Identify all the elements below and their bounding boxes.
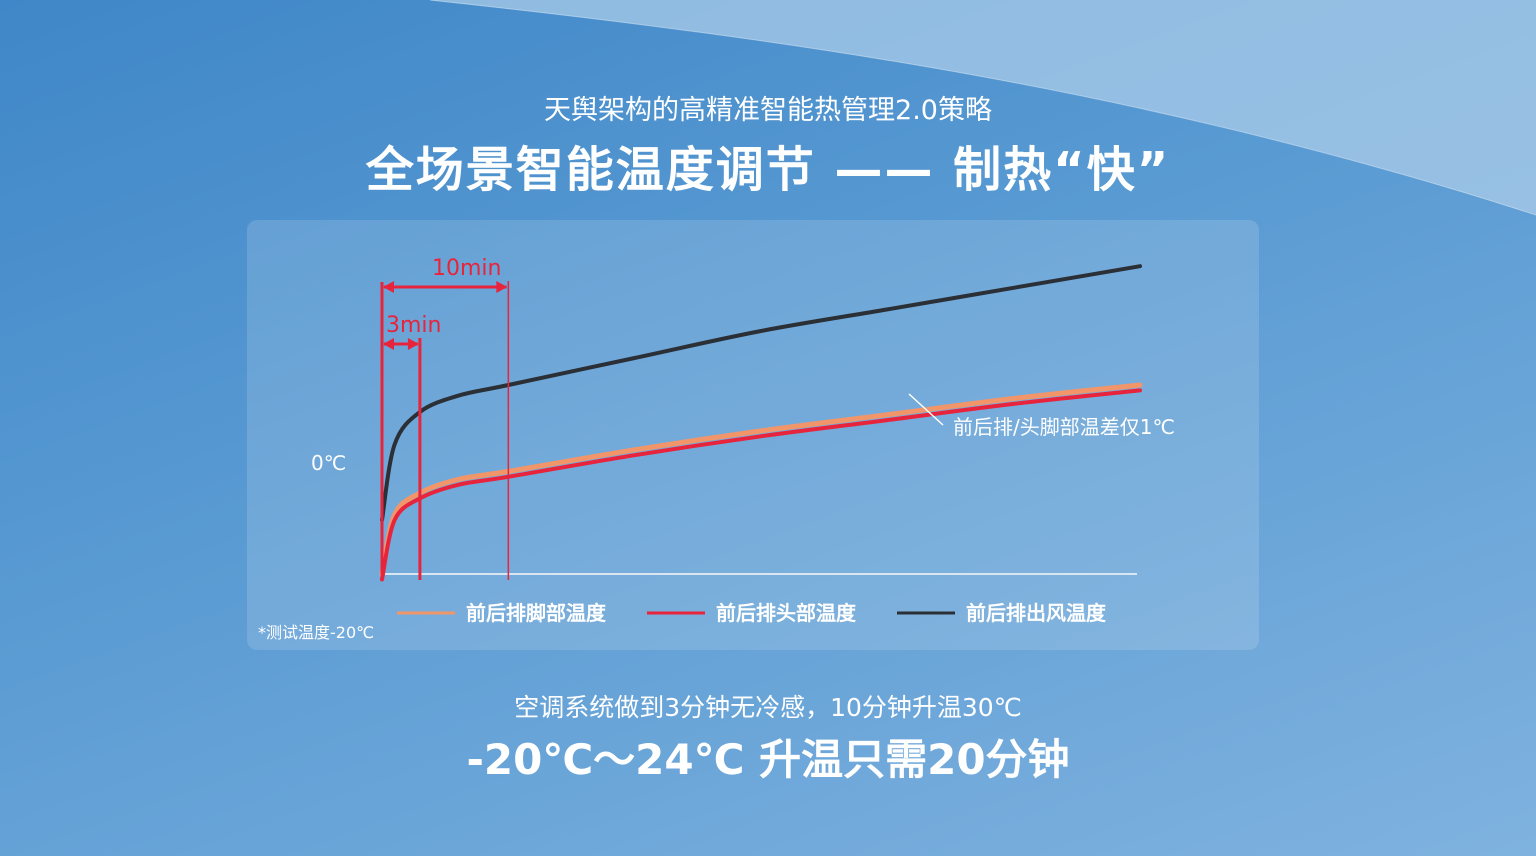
- footnote: *测试温度-20℃: [258, 623, 374, 642]
- marker-arrow-right-1: [496, 281, 508, 293]
- heating-curve-chart: 0℃ 3min 10min 前后排/头脚部温差仅1℃ 前后排脚部温度 前后排头部温…: [258, 256, 1175, 642]
- marker-label-0: 3min: [386, 313, 441, 338]
- footer-note: 空调系统做到3分钟无冷感，10分钟升温30℃: [514, 693, 1022, 722]
- y-tick-zero: 0℃: [311, 451, 346, 475]
- series-line-0: [379, 382, 1143, 577]
- marker-layer: 3min 10min: [380, 256, 510, 580]
- annotation-leader: [908, 393, 944, 426]
- legend-label-head: 前后排头部温度: [716, 601, 857, 625]
- marker-arrow-right-0: [407, 338, 419, 350]
- marker-arrow-left-1: [383, 281, 394, 293]
- chart-panel: 0℃ 3min 10min 前后排/头脚部温差仅1℃ 前后排脚部温度 前后排头部温…: [247, 220, 1259, 650]
- annotation-text: 前后排/头脚部温差仅1℃: [953, 415, 1175, 439]
- series-line-1: [380, 388, 1142, 582]
- page-subtitle: 天舆架构的高精准智能热管理2.0策略: [544, 95, 992, 126]
- legend: 前后排脚部温度 前后排头部温度 前后排出风温度: [397, 601, 1107, 625]
- marker-arrow-left-0: [383, 338, 394, 350]
- footer-headline: -20℃～24℃ 升温只需20分钟: [466, 735, 1070, 784]
- series-layer: [379, 264, 1143, 582]
- marker-label-1: 10min: [432, 256, 501, 281]
- page-title: 全场景智能温度调节 —— 制热“快”: [365, 142, 1171, 198]
- series-line-2: [380, 264, 1142, 522]
- legend-label-foot: 前后排脚部温度: [466, 601, 607, 625]
- legend-label-outlet: 前后排出风温度: [966, 601, 1107, 625]
